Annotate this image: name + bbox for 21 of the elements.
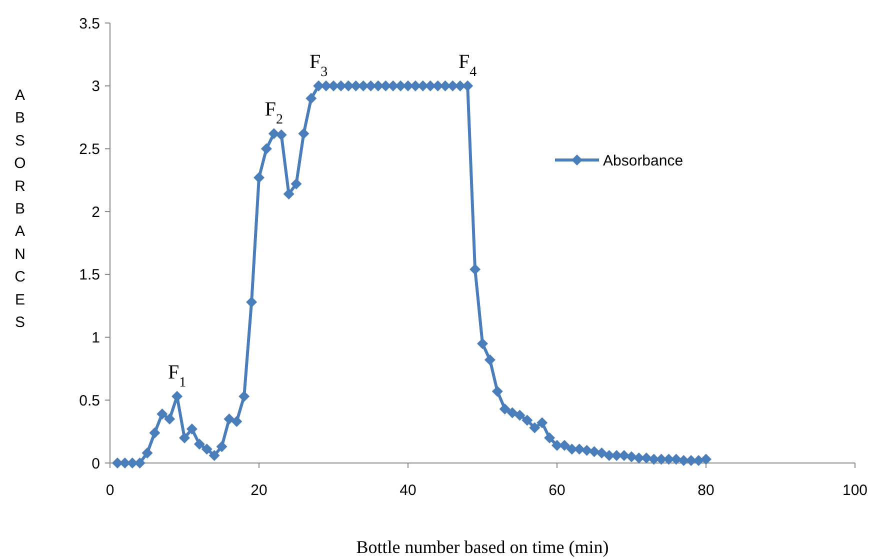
y-tick-label: 0.5: [79, 392, 100, 410]
text: ABSORBANCES: [14, 87, 26, 331]
y-tick-label: 2: [92, 204, 100, 221]
annotation: F$_{1}$: [168, 361, 186, 390]
x-tick-label: 60: [548, 482, 566, 499]
legend-label: Absorbance: [603, 152, 684, 170]
x-tick-label: 20: [250, 482, 268, 499]
annotation: F$_{3}$: [310, 50, 328, 80]
x-tick-label: 0: [106, 482, 114, 499]
y-tick-label: 1: [92, 330, 100, 347]
x-axis-title: Bottle number based on time (min): [356, 537, 609, 557]
y-tick-label: 3: [92, 78, 100, 96]
y-tick-label: 1.5: [79, 266, 100, 284]
x-tick-label: 80: [698, 482, 714, 499]
y-tick-label: 2.5: [79, 140, 100, 158]
x-tick-label: 40: [400, 482, 416, 499]
annotation: F$_{2}$: [264, 98, 283, 128]
x-tick-label: 100: [842, 482, 868, 499]
annotation: F$_{4}$: [458, 50, 477, 80]
y-tick-label: 3.5: [79, 15, 100, 32]
y-tick-label: 0: [92, 455, 100, 472]
